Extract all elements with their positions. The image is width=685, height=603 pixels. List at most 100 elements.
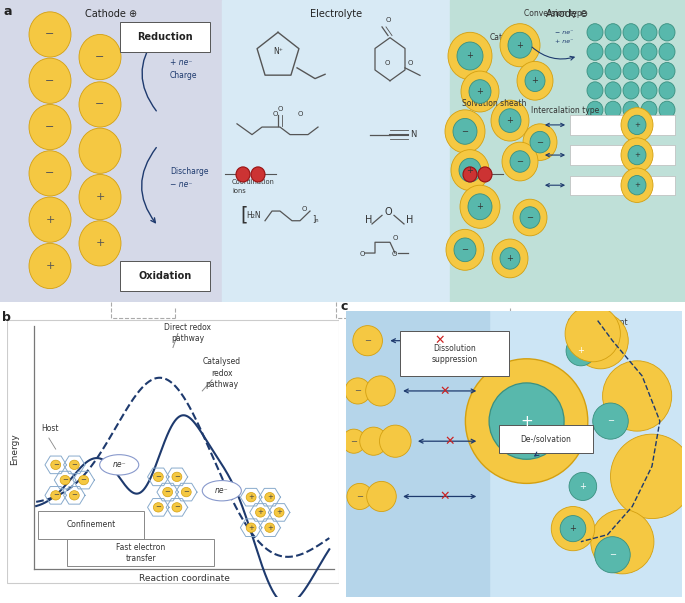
FancyArrowPatch shape [142, 148, 156, 223]
Circle shape [621, 108, 653, 142]
Circle shape [366, 481, 396, 511]
Bar [0, 0, 222, 302]
Circle shape [605, 43, 621, 60]
Circle shape [573, 312, 628, 369]
Text: ]ₙ: ]ₙ [312, 213, 319, 223]
Circle shape [460, 185, 500, 229]
FancyArrowPatch shape [404, 494, 475, 499]
Text: +: + [466, 166, 473, 175]
Text: +: + [95, 238, 105, 248]
Circle shape [453, 118, 477, 144]
Text: −: − [174, 504, 180, 510]
Circle shape [565, 306, 621, 362]
Text: O: O [302, 206, 308, 212]
Bar [346, 311, 489, 597]
FancyArrowPatch shape [546, 153, 564, 157]
FancyArrowPatch shape [419, 439, 475, 443]
Circle shape [172, 472, 182, 482]
Text: − ne⁻: − ne⁻ [555, 31, 573, 36]
Text: Cations: Cations [490, 33, 519, 42]
Text: b: b [2, 311, 11, 324]
Bar [38, 511, 144, 538]
Text: Catalysed
redox
pathway: Catalysed redox pathway [203, 357, 241, 390]
Text: +: + [258, 510, 264, 516]
Circle shape [79, 221, 121, 266]
Text: +: + [507, 116, 514, 125]
Text: +: + [248, 525, 254, 531]
Text: +: + [466, 51, 473, 60]
Circle shape [489, 383, 564, 459]
Circle shape [29, 151, 71, 196]
Circle shape [153, 503, 163, 512]
Circle shape [29, 104, 71, 150]
Text: +: + [634, 182, 640, 188]
Circle shape [628, 115, 646, 134]
Text: O: O [385, 60, 390, 66]
Bar [222, 0, 450, 302]
Circle shape [623, 43, 639, 60]
Text: +: + [580, 482, 586, 491]
Bar [570, 145, 675, 165]
Circle shape [525, 70, 545, 92]
Circle shape [153, 472, 163, 482]
Circle shape [623, 101, 639, 118]
Circle shape [182, 487, 191, 497]
Circle shape [595, 537, 630, 573]
Text: Cathode ⊕: Cathode ⊕ [85, 8, 137, 19]
Circle shape [603, 361, 672, 431]
Circle shape [517, 62, 553, 100]
Text: Solvation sheath: Solvation sheath [462, 98, 526, 107]
Circle shape [69, 491, 79, 500]
Bar [570, 175, 675, 195]
Text: −: − [609, 551, 616, 559]
Text: −: − [364, 336, 371, 345]
Text: −: − [350, 437, 358, 446]
Text: −: − [536, 137, 543, 147]
Text: −: − [354, 387, 361, 396]
Text: −: − [462, 127, 469, 136]
Circle shape [659, 63, 675, 80]
Circle shape [457, 42, 483, 70]
Circle shape [560, 516, 586, 541]
Circle shape [29, 244, 71, 289]
Text: O: O [386, 16, 391, 22]
Text: −: − [95, 99, 105, 110]
Circle shape [587, 63, 603, 80]
Circle shape [500, 248, 520, 269]
Circle shape [446, 229, 484, 270]
Circle shape [469, 80, 491, 103]
Text: Conversion type: Conversion type [524, 9, 586, 18]
Text: Confinement: Confinement [66, 520, 116, 529]
Circle shape [79, 475, 88, 485]
Circle shape [366, 376, 395, 406]
FancyArrowPatch shape [404, 389, 475, 393]
Circle shape [523, 124, 557, 160]
Circle shape [246, 493, 256, 502]
Circle shape [448, 33, 492, 80]
Text: +: + [634, 122, 640, 128]
Circle shape [246, 523, 256, 532]
Bar [499, 425, 593, 453]
Text: +: + [520, 414, 533, 429]
Text: Energy: Energy [10, 434, 19, 465]
Circle shape [379, 425, 411, 457]
Bar [67, 538, 214, 566]
Circle shape [265, 493, 275, 502]
Circle shape [605, 101, 621, 118]
Circle shape [587, 82, 603, 99]
Circle shape [79, 82, 121, 127]
Text: −: − [516, 157, 523, 166]
Text: +: + [577, 346, 584, 355]
Circle shape [520, 207, 540, 229]
Text: −: − [62, 477, 68, 483]
Bar [450, 0, 685, 302]
Circle shape [79, 174, 121, 219]
Text: O: O [298, 112, 303, 118]
Text: −: − [71, 492, 77, 498]
Text: −: − [71, 462, 77, 468]
Text: −: − [356, 492, 363, 501]
Circle shape [29, 12, 71, 57]
Circle shape [265, 523, 275, 532]
Circle shape [659, 82, 675, 99]
Text: a: a [4, 5, 12, 18]
